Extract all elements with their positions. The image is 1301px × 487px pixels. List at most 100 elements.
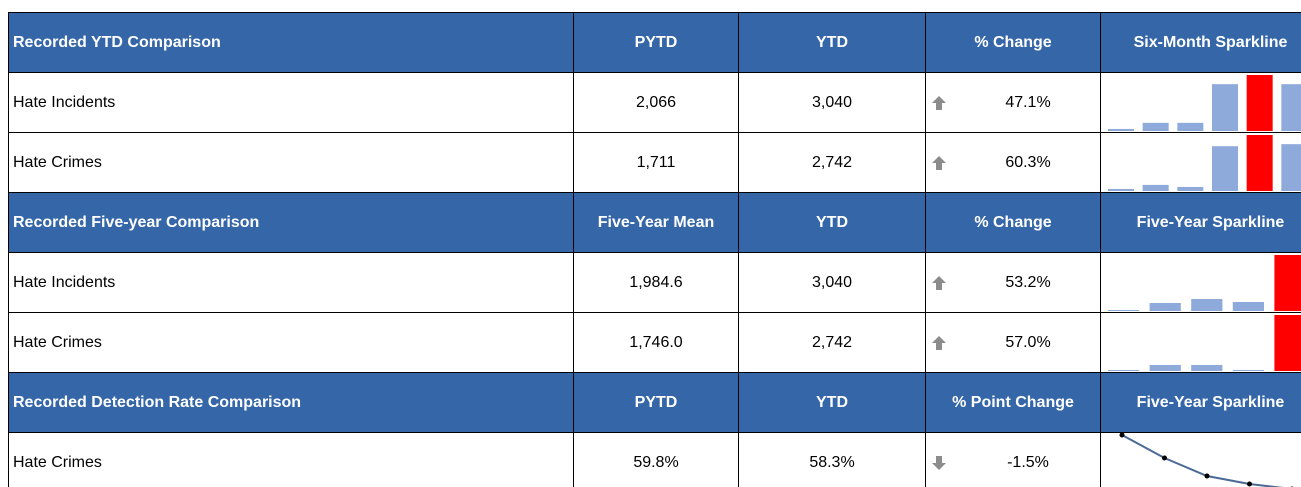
- cell-text: -1.5%: [1007, 453, 1049, 471]
- cell-text: 2,066: [635, 93, 677, 111]
- header-cell: YTD: [738, 372, 926, 433]
- value-cell: 2,742: [738, 132, 926, 193]
- cell-text: Five-Year Mean: [597, 213, 715, 231]
- arrow: [932, 456, 946, 470]
- cell-text: 59.8%: [633, 453, 679, 471]
- spark-bar: [1177, 122, 1204, 131]
- spark-bar: [1232, 370, 1264, 371]
- header-cell: YTD: [738, 192, 926, 253]
- spark-bar: [1281, 84, 1301, 131]
- value-cell: 58.3%: [738, 432, 926, 487]
- cell-text: PYTD: [634, 393, 678, 411]
- cell-text: % Point Change: [952, 393, 1074, 411]
- spark-bar: [1149, 365, 1181, 371]
- spark-bar: [1274, 315, 1301, 371]
- spark-bar: [1191, 299, 1223, 311]
- spark-bar: [1274, 255, 1301, 311]
- arrow-icon: [932, 96, 946, 110]
- cell-text: Hate Crimes: [13, 453, 102, 471]
- cell-text: 3,040: [811, 93, 853, 111]
- sparkline-cell: [1100, 252, 1301, 313]
- arrow: [932, 156, 946, 170]
- cell-text: 1,984.6: [629, 273, 683, 291]
- value-cell: 59.8%: [573, 432, 739, 487]
- cell-text: 1,711: [636, 153, 676, 171]
- row-label: Hate Crimes: [8, 132, 574, 193]
- spark-marker: [1247, 481, 1252, 487]
- cell-text: Hate Crimes: [13, 333, 102, 351]
- cell-text: 60.3%: [1005, 153, 1051, 171]
- header-cell: % Change: [925, 192, 1101, 253]
- value-cell: 1,711: [573, 132, 739, 193]
- change-cell: 60.3%: [925, 132, 1101, 193]
- cell-text: 1,746.0: [629, 333, 683, 351]
- cell-text: % Change: [974, 33, 1052, 51]
- header-cell: % Point Change: [925, 372, 1101, 433]
- cell-text: Recorded Five-year Comparison: [13, 213, 260, 231]
- sparkline-cell: [1100, 432, 1301, 487]
- spark-bar: [1142, 184, 1169, 191]
- spark-bar: [1108, 310, 1140, 311]
- arrow: [932, 276, 946, 290]
- cell-text: YTD: [816, 393, 848, 411]
- spark-bar: [1108, 128, 1134, 131]
- header-cell: PYTD: [573, 12, 739, 73]
- spark-line: [1121, 434, 1284, 487]
- sparkline: [1108, 135, 1301, 191]
- cell-text: YTD: [816, 33, 848, 51]
- cell-text: PYTD: [634, 33, 678, 51]
- header-cell: Recorded Detection Rate Comparison: [8, 372, 574, 433]
- header-cell: Six-Month Sparkline: [1100, 12, 1301, 73]
- cell-text: Hate Incidents: [13, 273, 116, 291]
- value-cell: 3,040: [738, 72, 926, 133]
- spark-bar: [1191, 365, 1223, 371]
- cell-text: 53.2%: [1005, 273, 1051, 291]
- value-cell: 3,040: [738, 252, 926, 313]
- header-cell: Five-Year Sparkline: [1100, 192, 1301, 253]
- value-cell: 1,746.0: [573, 312, 739, 373]
- sparkline: [1108, 315, 1301, 371]
- cell-text: 2,742: [811, 333, 853, 351]
- cell-text: Recorded YTD Comparison: [13, 33, 221, 51]
- spark-bar: [1149, 303, 1181, 311]
- row-label: Hate Crimes: [8, 432, 574, 487]
- cell-text: 2,742: [811, 153, 853, 171]
- header-cell: Recorded YTD Comparison: [8, 12, 574, 73]
- arrow: [932, 96, 946, 110]
- arrow-icon: [932, 156, 946, 170]
- spark-marker: [1162, 455, 1167, 461]
- cell-text: Five-Year Sparkline: [1136, 213, 1285, 231]
- spark-bar: [1232, 302, 1264, 311]
- change-cell: 47.1%: [925, 72, 1101, 133]
- change-cell: 53.2%: [925, 252, 1101, 313]
- sparkline: [1108, 75, 1301, 131]
- header-cell: Five-Year Sparkline: [1100, 372, 1301, 433]
- sparkline: [1119, 433, 1294, 487]
- arrow-icon: [932, 336, 946, 350]
- cell-text: Hate Incidents: [13, 93, 116, 111]
- cell-text: % Change: [974, 213, 1052, 231]
- spark-marker: [1119, 433, 1125, 438]
- sparkline-cell: [1100, 72, 1301, 133]
- arrow: [932, 336, 946, 350]
- sparkline-cell: [1100, 312, 1301, 373]
- header-cell: PYTD: [573, 372, 739, 433]
- value-cell: 2,742: [738, 312, 926, 373]
- sparkline-cell: [1100, 132, 1301, 193]
- spark-bar: [1177, 186, 1204, 191]
- arrow-icon: [932, 456, 946, 470]
- cell-text: 58.3%: [809, 453, 855, 471]
- spark-bar: [1142, 122, 1169, 131]
- spark-bar: [1246, 75, 1273, 131]
- row-label: Hate Crimes: [8, 312, 574, 373]
- cell-text: Hate Crimes: [13, 153, 102, 171]
- row-label: Hate Incidents: [8, 72, 574, 133]
- header-cell: % Change: [925, 12, 1101, 73]
- cell-text: Five-Year Sparkline: [1136, 393, 1285, 411]
- spark-bar: [1108, 370, 1140, 371]
- cell-text: Six-Month Sparkline: [1133, 33, 1288, 51]
- change-cell: 57.0%: [925, 312, 1101, 373]
- sparkline: [1108, 255, 1301, 311]
- cell-text: Recorded Detection Rate Comparison: [13, 393, 302, 411]
